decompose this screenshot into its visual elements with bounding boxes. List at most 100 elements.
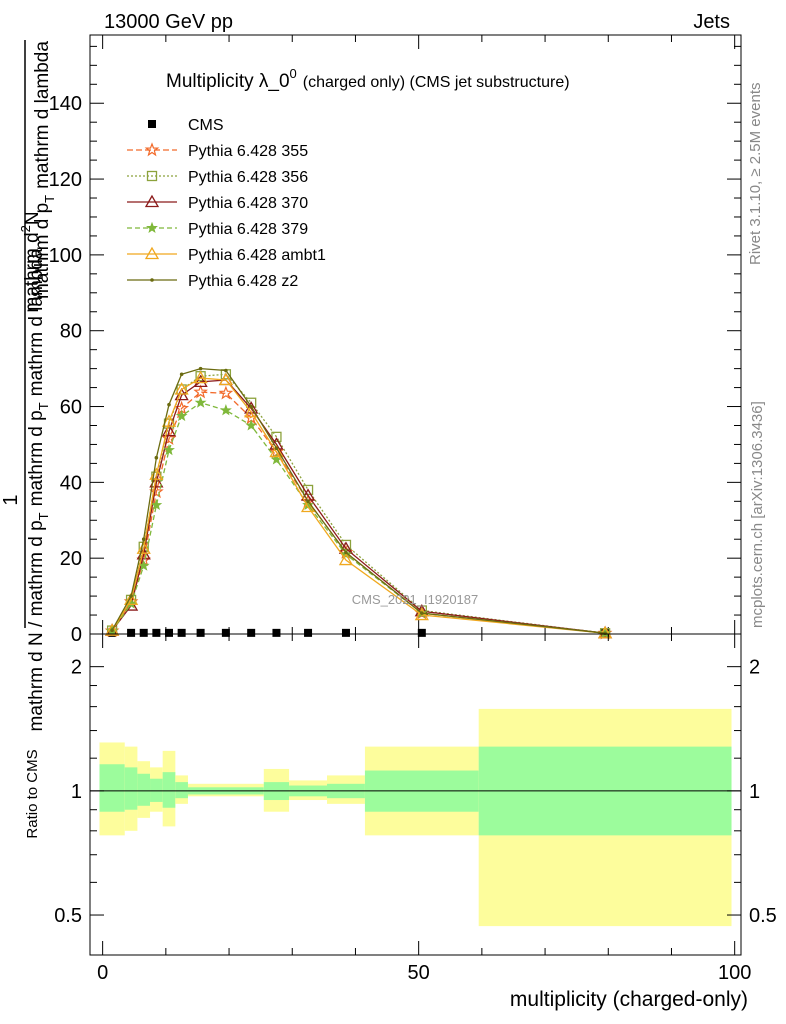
ratio-band-inner	[137, 773, 151, 806]
main-ytick-label: 100	[49, 245, 82, 267]
series-line-pythia-6-428-379	[111, 401, 606, 634]
header-analysis-label: Jets	[693, 11, 730, 33]
ratio-ytick-label: 0.5	[54, 905, 82, 927]
ylabel-lower-main: mathrm d N / mathrm d p	[26, 520, 47, 731]
main-ytick-label: 140	[49, 93, 82, 115]
point-pythia-6-428-z2	[141, 537, 146, 542]
point-pythia-6-428-z2	[249, 404, 253, 409]
ylabel-denominator-sub: T	[42, 195, 57, 203]
point-pythia-6-428-z2	[306, 499, 310, 504]
xtick-label: 50	[408, 962, 430, 984]
ratio-ylabel: Ratio to CMS	[24, 749, 41, 838]
point-pythia-6-428-z2	[167, 402, 171, 407]
main-ylabel: 1 mathrm d2N mathrm d pTmathrm d lambda …	[0, 40, 57, 732]
point-pythia-6-428-370	[149, 475, 164, 488]
main-ytick-label: 0	[71, 624, 82, 646]
point-cms	[196, 628, 205, 637]
main-ticks: 0 20 40 60 80 100 120 140	[49, 35, 741, 646]
chart-title-suffix: (charged only) (CMS jet substructure)	[303, 74, 570, 91]
xtick-label: 100	[718, 962, 751, 984]
point-pythia-6-428-z2	[420, 611, 424, 615]
point-pythia-6-428-355	[149, 484, 164, 499]
legend-marker-pythia-6-428-ambt1	[144, 246, 160, 260]
series-line-pythia-6-428-z2	[111, 367, 606, 634]
point-pythia-6-428-ambt1	[414, 607, 429, 621]
ylabel-lower-rest: mathrm d p	[26, 410, 47, 506]
ylabel-lower: mathrm d pTmathrm d lambda	[32, 41, 57, 299]
point-pythia-6-428-z2	[198, 366, 203, 371]
ratio-band-inner	[150, 778, 163, 802]
point-pythia-6-428-355	[218, 385, 234, 400]
ratio-band-inner	[175, 782, 188, 799]
ratio-band-inner	[124, 767, 138, 810]
point-pythia-6-428-ambt1	[338, 552, 354, 566]
header-collision-label: 13000 GeV pp	[104, 11, 233, 33]
point-pythia-6-428-z2	[110, 628, 114, 633]
series-line-pythia-6-428-ambt1	[111, 377, 606, 634]
ratio-ytick-label-right: 1	[749, 781, 760, 803]
xaxis-label: multiplicity (charged-only)	[510, 988, 748, 1011]
point-pythia-6-428-355	[193, 384, 208, 399]
ylabel-numerator-rest: N	[22, 211, 43, 225]
legend-marker-cms	[148, 120, 156, 128]
ratio-plot-frame	[89, 633, 742, 956]
analysis-watermark: CMS_2021_I1920187	[352, 592, 479, 607]
point-pythia-6-428-379	[175, 409, 188, 422]
point-pythia-6-428-ambt1	[105, 623, 120, 636]
ratio-ytick-label-right: 0.5	[749, 905, 777, 927]
point-cms	[165, 628, 174, 637]
series-line-pythia-6-428-356	[111, 373, 606, 634]
point-pythia-6-428-ambt1	[218, 372, 234, 386]
ylabel-numerator: mathrm d	[22, 232, 43, 312]
legend-marker-pythia-6-428-379	[146, 221, 158, 233]
chart-title: Multiplicity λ_00 (charged only) (CMS jet…	[166, 66, 570, 92]
point-pythia-6-428-z2	[603, 631, 607, 636]
ylabel-lowest: mathrm d N / mathrm d pTmathrm d pTmathr…	[26, 248, 51, 731]
point-pythia-6-428-370	[193, 374, 208, 388]
ratio-plot: 0.5 0.5 1 1 2 2 0 50 100	[54, 633, 777, 984]
legend-marker-pythia-6-428-355	[144, 142, 160, 157]
point-pythia-6-428-379	[219, 404, 232, 416]
main-series-group	[104, 366, 613, 640]
ylabel-lower-sub2: T	[36, 402, 51, 410]
legend-label-pythia-6-428-ambt1: Pythia 6.428 ambt1	[188, 247, 326, 264]
point-cms	[152, 628, 161, 637]
ratio-band-inner	[99, 764, 125, 812]
point-cms	[341, 628, 350, 637]
point-cms	[139, 628, 148, 637]
legend-marker-pythia-6-428-356	[146, 170, 158, 182]
main-ytick-label: 80	[60, 321, 82, 343]
point-pythia-6-428-ambt1	[174, 382, 189, 395]
point-pythia-6-428-370	[161, 423, 177, 437]
chart-title-superscript: 0	[290, 66, 297, 81]
legend-label-pythia-6-428-356: Pythia 6.428 356	[188, 169, 308, 186]
legend-label-pythia-6-428-355: Pythia 6.428 355	[188, 143, 308, 160]
main-ytick-label: 60	[60, 397, 82, 419]
ylabel-lower-rest2: mathrm d lambda	[26, 248, 47, 396]
main-ytick-label: 40	[60, 472, 82, 494]
legend-marker-pythia-6-428-z2	[150, 278, 154, 282]
ylabel-lower-sub: T	[36, 512, 51, 520]
point-pythia-6-428-355	[161, 431, 177, 445]
point-cms	[247, 628, 256, 637]
point-pythia-6-428-z2	[129, 594, 133, 598]
point-cms	[177, 628, 186, 637]
point-pythia-6-428-z2	[179, 372, 184, 377]
ylabel-denominator-1: mathrm d p	[32, 203, 53, 299]
point-pythia-6-428-z2	[154, 455, 159, 460]
series-line-pythia-6-428-370	[111, 379, 606, 634]
point-pythia-6-428-ambt1	[136, 541, 151, 554]
point-pythia-6-428-379	[194, 396, 207, 408]
point-pythia-6-428-ambt1	[193, 370, 208, 384]
legend-label-pythia-6-428-z2: Pythia 6.428 z2	[188, 273, 298, 290]
point-pythia-6-428-ambt1	[161, 414, 177, 427]
point-pythia-6-428-ambt1	[269, 444, 284, 458]
main-plot: 0 20 40 60 80 100 120 140	[49, 34, 742, 646]
legend-label-cms: CMS	[188, 117, 224, 134]
legend-label-pythia-6-428-379: Pythia 6.428 379	[188, 221, 308, 238]
ratio-band-inner	[162, 772, 176, 808]
point-cms	[272, 628, 281, 637]
ylabel-prefix: 1	[0, 494, 22, 505]
legend: CMS Pythia 6.428 355 Pythia 6.428 356 Pythi…	[127, 117, 326, 290]
